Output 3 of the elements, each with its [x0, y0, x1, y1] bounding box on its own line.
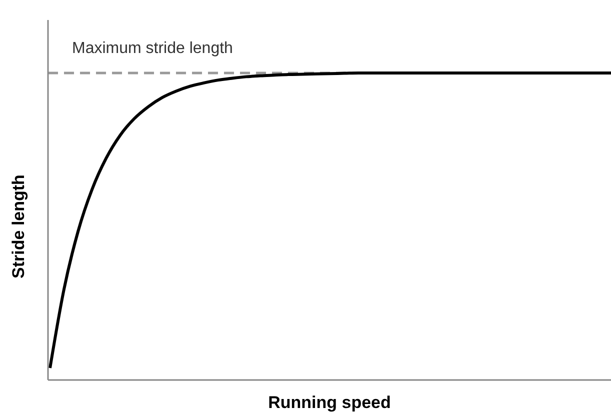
- x-axis-title: Running speed: [268, 393, 391, 412]
- ref-line-label: Maximum stride length: [72, 40, 233, 57]
- y-axis-title: Stride length: [9, 174, 28, 278]
